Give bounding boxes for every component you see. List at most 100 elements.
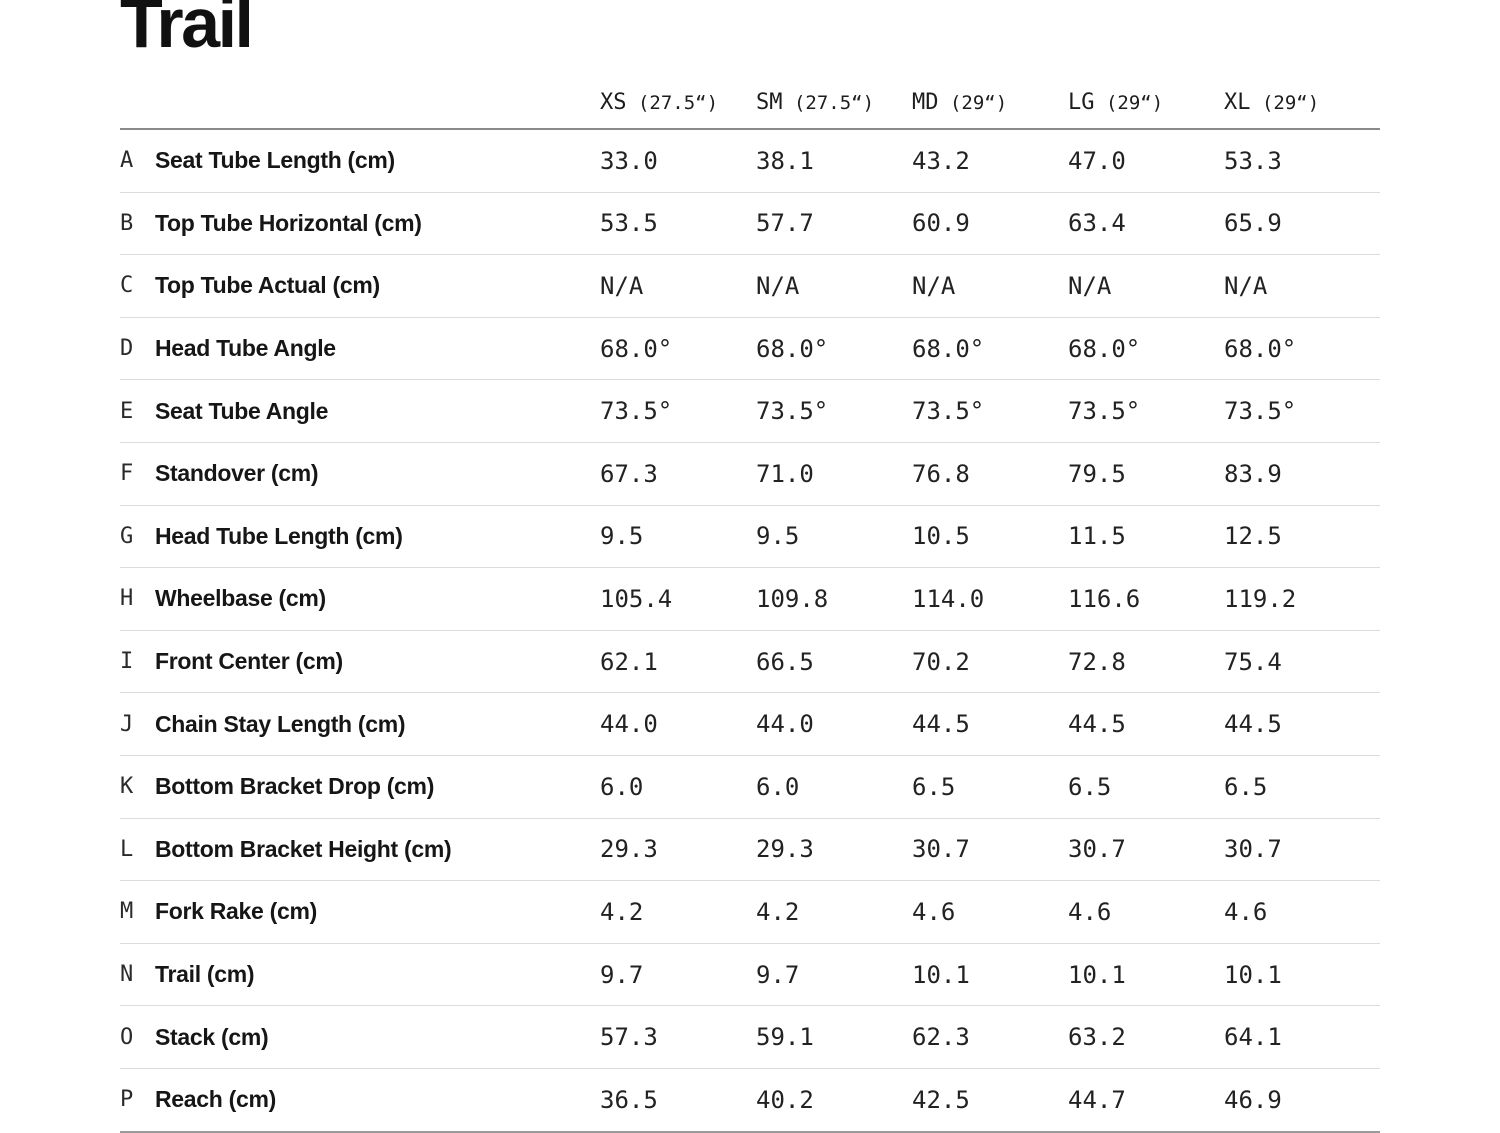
row-value: N/A [756, 271, 800, 300]
row-value: 83.9 [1224, 459, 1282, 488]
row-letter: P [120, 1087, 134, 1113]
table-row: H Wheelbase (cm) 105.4 109.8 114.0 116.6 119.2 [120, 568, 1380, 631]
row-label: Reach (cm) [155, 1086, 276, 1113]
row-value: 68.0° [1224, 334, 1297, 363]
column-header-md: MD (29“) [912, 90, 1068, 115]
table-row: I Front Center (cm) 62.1 66.5 70.2 72.8 75.4 [120, 631, 1380, 694]
row-value: 38.1 [756, 146, 814, 175]
row-value: 60.9 [912, 209, 970, 238]
row-value: 12.5 [1224, 522, 1282, 551]
row-value: 4.2 [756, 897, 800, 926]
row-value: N/A [912, 271, 956, 300]
row-label: Bottom Bracket Drop (cm) [155, 773, 435, 800]
row-value: 67.3 [600, 459, 658, 488]
row-value: 30.7 [1224, 835, 1282, 864]
geometry-table: XS (27.5“) SM (27.5“) MD (29“) LG (29“) XL (… [120, 58, 1380, 1133]
row-label: Wheelbase (cm) [155, 585, 326, 612]
row-value: 4.2 [600, 897, 644, 926]
row-value: 73.5° [1068, 397, 1141, 426]
table-header-row: XS (27.5“) SM (27.5“) MD (29“) LG (29“) XL (… [120, 58, 1380, 130]
page-title: Trail [120, 0, 254, 62]
row-label: Seat Tube Length (cm) [155, 147, 395, 174]
row-value: 71.0 [756, 459, 814, 488]
column-size-label: XS [600, 90, 627, 115]
row-label: Top Tube Actual (cm) [155, 272, 380, 299]
column-size-label: LG [1068, 90, 1095, 115]
row-letter: M [120, 899, 134, 925]
row-value: 116.6 [1068, 584, 1141, 613]
row-value: 10.1 [1224, 960, 1282, 989]
row-value: 6.5 [1068, 772, 1112, 801]
row-value: 44.5 [1224, 710, 1282, 739]
table-row: M Fork Rake (cm) 4.2 4.2 4.6 4.6 4.6 [120, 881, 1380, 944]
column-size-label: MD [912, 90, 939, 115]
row-letter: J [120, 711, 134, 737]
row-value: 68.0° [912, 334, 985, 363]
row-value: 33.0 [600, 146, 658, 175]
row-value: 68.0° [756, 334, 829, 363]
table-row: O Stack (cm) 57.3 59.1 62.3 63.2 64.1 [120, 1006, 1380, 1069]
row-value: 65.9 [1224, 209, 1282, 238]
row-value: 47.0 [1068, 146, 1126, 175]
row-letter: C [120, 273, 134, 299]
row-value: 10.5 [912, 522, 970, 551]
row-value: 36.5 [600, 1085, 658, 1114]
row-value: 6.0 [756, 772, 800, 801]
row-value: 57.3 [600, 1023, 658, 1052]
row-value: 29.3 [756, 835, 814, 864]
row-value: 62.3 [912, 1023, 970, 1052]
table-row: C Top Tube Actual (cm) N/A N/A N/A N/A N/A [120, 255, 1380, 318]
table-row: N Trail (cm) 9.7 9.7 10.1 10.1 10.1 [120, 944, 1380, 1007]
row-label: Chain Stay Length (cm) [155, 710, 406, 737]
row-value: 11.5 [1068, 522, 1126, 551]
table-row: A Seat Tube Length (cm) 33.0 38.1 43.2 47.0 53… [120, 130, 1380, 193]
row-value: 10.1 [912, 960, 970, 989]
row-label: Trail (cm) [155, 961, 255, 988]
table-row: F Standover (cm) 67.3 71.0 76.8 79.5 83.9 [120, 443, 1380, 506]
row-letter: E [120, 398, 134, 424]
row-value: 62.1 [600, 647, 658, 676]
column-wheel-size: (27.5“) [626, 92, 719, 114]
row-value: 4.6 [912, 897, 956, 926]
column-header-sm: SM (27.5“) [756, 90, 912, 115]
row-label: Head Tube Length (cm) [155, 522, 403, 549]
row-label: Seat Tube Angle [155, 397, 329, 424]
row-value: 114.0 [912, 584, 985, 613]
row-label: Fork Rake (cm) [155, 898, 317, 925]
row-value: 70.2 [912, 647, 970, 676]
row-value: 72.8 [1068, 647, 1126, 676]
table-row: B Top Tube Horizontal (cm) 53.5 57.7 60.9 63.… [120, 193, 1380, 256]
row-label: Standover (cm) [155, 460, 319, 487]
row-value: 9.5 [600, 522, 644, 551]
column-wheel-size: (27.5“) [782, 92, 875, 114]
table-row: L Bottom Bracket Height (cm) 29.3 29.3 30.7 3… [120, 819, 1380, 882]
column-size-label: SM [756, 90, 783, 115]
row-value: 73.5° [600, 397, 673, 426]
row-value: 63.2 [1068, 1023, 1126, 1052]
row-value: 76.8 [912, 459, 970, 488]
row-value: 9.7 [756, 960, 800, 989]
row-value: 4.6 [1224, 897, 1268, 926]
row-letter: D [120, 336, 134, 362]
row-value: 73.5° [756, 397, 829, 426]
row-value: 119.2 [1224, 584, 1297, 613]
row-value: 53.5 [600, 209, 658, 238]
row-value: 68.0° [1068, 334, 1141, 363]
row-value: 79.5 [1068, 459, 1126, 488]
row-label: Top Tube Horizontal (cm) [155, 209, 422, 236]
row-value: 46.9 [1224, 1085, 1282, 1114]
row-value: 44.7 [1068, 1085, 1126, 1114]
row-label: Head Tube Angle [155, 335, 336, 362]
row-letter: G [120, 523, 134, 549]
row-value: 63.4 [1068, 209, 1126, 238]
row-value: 75.4 [1224, 647, 1282, 676]
row-value: N/A [1224, 271, 1268, 300]
row-value: 73.5° [912, 397, 985, 426]
row-letter: H [120, 586, 134, 612]
row-value: 30.7 [912, 835, 970, 864]
column-header-lg: LG (29“) [1068, 90, 1224, 115]
row-letter: A [120, 148, 134, 174]
row-value: 44.0 [600, 710, 658, 739]
row-value: 9.5 [756, 522, 800, 551]
row-letter: K [120, 774, 134, 800]
